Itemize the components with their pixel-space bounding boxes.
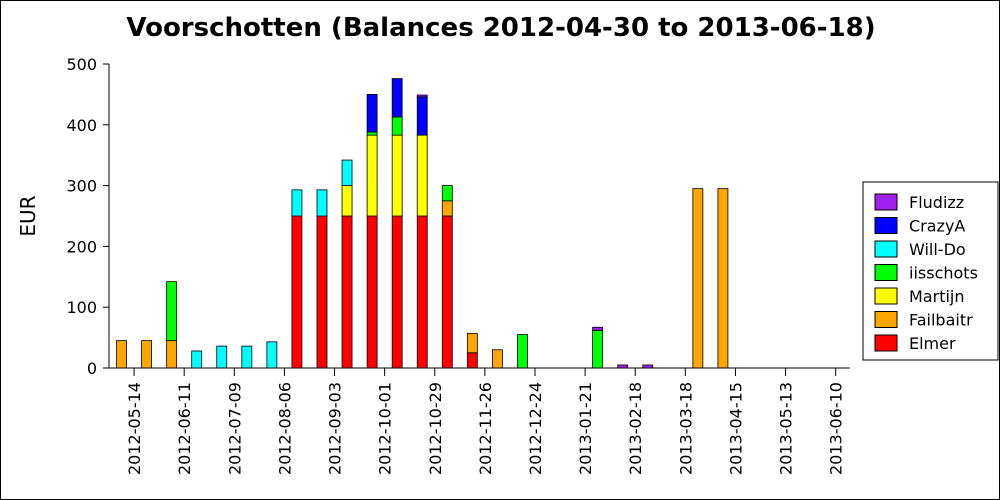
x-tick-label-2012-09-03: 2012-09-03 <box>326 382 345 475</box>
x-tick-label-2013-05-13: 2013-05-13 <box>777 382 796 475</box>
bar-segment-martijn-2012-10-22 <box>416 134 428 217</box>
bar-segment-elmer-2012-08-13 <box>291 215 303 369</box>
legend-swatch-martijn <box>874 287 898 305</box>
bar-segment-elmer-2012-11-19 <box>466 352 478 369</box>
x-tick-label-2013-03-18: 2013-03-18 <box>676 382 695 475</box>
y-tick-label-200: 200 <box>66 237 97 256</box>
legend-label-iisschots: iisschots <box>909 264 978 283</box>
bar-segment-elmer-2012-08-27 <box>316 215 328 369</box>
y-tick-label-400: 400 <box>66 116 97 135</box>
x-tick-label-2012-12-24: 2012-12-24 <box>526 382 545 475</box>
y-tick-label-300: 300 <box>66 177 97 196</box>
bar-segment-elmer-2012-09-10 <box>341 215 353 369</box>
legend-swatch-fludizz <box>874 193 898 211</box>
bar-segment-crazya-2012-10-08 <box>391 78 403 118</box>
bar-segment-iisschots-2012-09-24 <box>366 131 378 136</box>
bar-segment-iisschots-2012-06-04 <box>166 281 178 342</box>
bar-segment-will-do-2012-07-30 <box>266 341 278 369</box>
bar-segment-fludizz-2013-01-28 <box>592 326 604 331</box>
y-tick-label-500: 500 <box>66 55 97 74</box>
y-axis-label: EUR <box>16 195 40 236</box>
bar-segment-will-do-2012-07-02 <box>216 345 228 369</box>
legend-swatch-will-do <box>874 240 898 258</box>
legend-label-elmer: Elmer <box>909 334 956 353</box>
x-tick-label-2012-10-29: 2012-10-29 <box>426 382 445 475</box>
bar-segment-elmer-2012-11-05 <box>441 215 453 369</box>
legend: Fludizz CrazyA Will-Do iisschots Martijn Fail… <box>862 181 999 361</box>
bar-segment-failbaitr-2013-04-08 <box>717 188 729 369</box>
bar-segment-iisschots-2012-11-05 <box>441 185 453 202</box>
axes-group: 0 100 200 300 400 500 2012-05-14 2012-06-11 2012… <box>66 55 850 475</box>
legend-label-crazya: CrazyA <box>909 217 965 236</box>
legend-swatch-elmer <box>874 334 898 352</box>
x-tick-label-2013-01-21: 2013-01-21 <box>576 382 595 475</box>
bar-segment-will-do-2012-08-13 <box>291 189 303 217</box>
legend-label-martijn: Martijn <box>909 287 965 306</box>
x-tick-label-2012-06-11: 2012-06-11 <box>175 382 194 475</box>
bar-segment-elmer-2012-10-22 <box>416 215 428 369</box>
x-tick-label-2013-04-15: 2013-04-15 <box>726 382 745 475</box>
x-tick-label-2012-11-26: 2012-11-26 <box>476 382 495 475</box>
bar-segment-failbaitr-2012-11-19 <box>466 332 478 354</box>
bar-segment-failbaitr-2012-05-21 <box>141 340 152 369</box>
bar-segment-failbaitr-2012-12-03 <box>491 349 503 369</box>
legend-swatch-crazya <box>874 217 898 234</box>
x-tick-label-2012-08-06: 2012-08-06 <box>275 382 294 475</box>
legend-label-will-do: Will-Do <box>909 240 966 259</box>
bar-segment-iisschots-2013-01-28 <box>592 329 604 369</box>
y-tick-label-100: 100 <box>66 298 97 317</box>
x-tick-label-2013-02-18: 2013-02-18 <box>626 382 645 475</box>
x-tick-label-2012-10-01: 2012-10-01 <box>376 382 395 475</box>
x-tick-label-2012-05-14: 2012-05-14 <box>125 382 144 475</box>
bar-segment-iisschots-2012-12-17 <box>517 334 528 369</box>
bar-segment-failbaitr-2012-11-05 <box>441 200 453 217</box>
bar-segment-martijn-2012-09-24 <box>366 134 378 217</box>
bar-segment-iisschots-2012-10-08 <box>391 116 403 136</box>
bars-group <box>116 78 729 369</box>
bar-segment-failbaitr-2012-06-04 <box>166 340 178 369</box>
bar-segment-will-do-2012-06-18 <box>191 350 203 369</box>
legend-swatch-iisschots <box>874 264 898 281</box>
legend-label-failbaitr: Failbaitr <box>909 311 973 330</box>
bar-segment-will-do-2012-09-10 <box>341 159 353 186</box>
y-tick-label-0: 0 <box>87 359 97 378</box>
bar-segment-martijn-2012-09-10 <box>341 185 353 217</box>
bar-segment-crazya-2012-09-24 <box>366 94 378 133</box>
bar-segment-failbaitr-2012-05-07 <box>116 340 127 369</box>
legend-swatch-failbaitr <box>874 311 898 328</box>
chart-title: Voorschotten (Balances 2012-04-30 to 201… <box>126 13 875 43</box>
bar-segment-fludizz-2012-10-22 <box>416 94 428 98</box>
bar-segment-martijn-2012-10-08 <box>391 134 403 217</box>
bar-segment-will-do-2012-07-16 <box>241 345 253 369</box>
bar-segment-crazya-2012-10-22 <box>416 96 428 136</box>
legend-label-fludizz: Fludizz <box>909 193 964 212</box>
bar-segment-will-do-2012-08-27 <box>316 189 328 217</box>
bar-segment-elmer-2012-10-08 <box>391 215 403 369</box>
bar-segment-elmer-2012-09-24 <box>366 215 378 369</box>
x-tick-label-2012-07-09: 2012-07-09 <box>225 382 244 475</box>
bar-segment-failbaitr-2013-03-25 <box>692 188 704 369</box>
x-tick-label-2013-06-10: 2013-06-10 <box>827 382 846 475</box>
